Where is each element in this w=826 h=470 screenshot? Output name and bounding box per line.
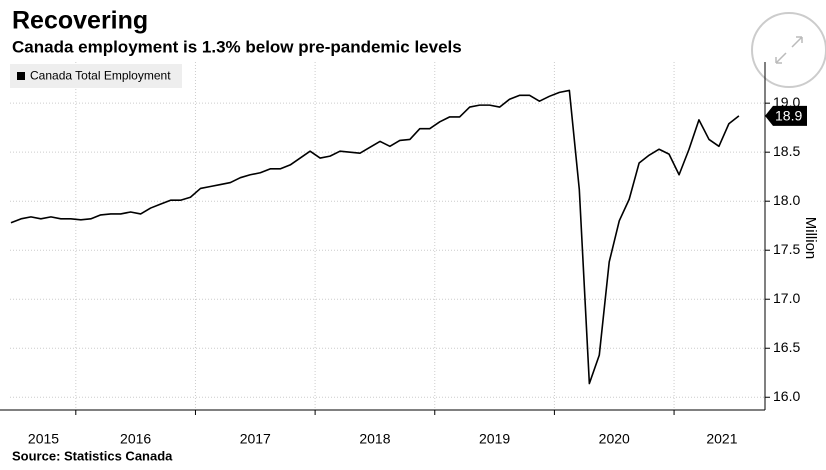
x-tick-label: 2021: [706, 431, 737, 447]
legend-swatch: [17, 72, 25, 80]
last-value-tag: [765, 105, 807, 126]
y-tick-label: 17.5: [773, 241, 800, 257]
x-tick-label: 2020: [599, 431, 630, 447]
last-value-label: 18.9: [775, 108, 802, 124]
expand-icon[interactable]: [775, 36, 803, 64]
x-tick-label: 2016: [120, 431, 151, 447]
y-tick-label: 18.5: [773, 143, 800, 159]
data-line: [10, 89, 740, 385]
expand-circle[interactable]: [751, 12, 826, 88]
chart-subtitle: Canada employment is 1.3% below pre-pand…: [12, 37, 462, 56]
x-tick-label: 2017: [240, 431, 271, 447]
x-tick-label: 2015: [28, 431, 59, 447]
y-tick-label: 16.5: [773, 339, 800, 355]
x-tick-label: 2019: [479, 431, 510, 447]
legend-label: Canada Total Employment: [30, 69, 171, 83]
x-tick-label: 2018: [359, 431, 390, 447]
y-tick-label: 16.0: [773, 388, 800, 404]
y-tick-label: 17.0: [773, 290, 800, 306]
y-tick-label: 19.0: [773, 94, 800, 110]
chart-title: Recovering: [12, 7, 148, 35]
legend-box: [10, 64, 182, 88]
expand-button[interactable]: [751, 12, 826, 88]
y-tick-label: 18.0: [773, 192, 800, 208]
source: Source: Statistics Canada: [12, 448, 173, 463]
y-axis-label: Million: [802, 217, 819, 260]
